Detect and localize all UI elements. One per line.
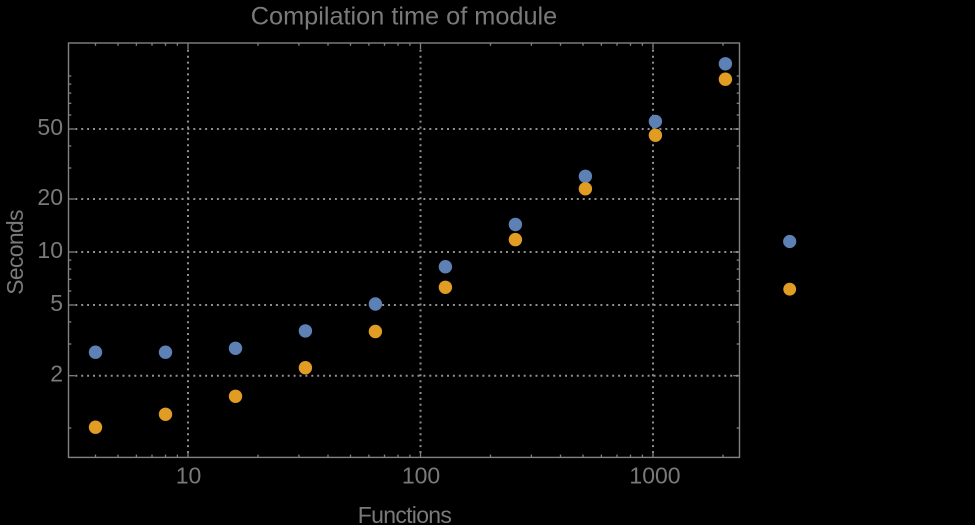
svg-text:100: 100 (402, 463, 440, 489)
svg-text:10: 10 (176, 463, 202, 489)
svg-text:Functions: Functions (358, 502, 452, 525)
svg-text:50: 50 (37, 114, 63, 140)
svg-text:20: 20 (37, 184, 63, 210)
svg-text:10: 10 (37, 237, 63, 263)
svg-text:1000: 1000 (629, 463, 680, 489)
svg-text:Seconds: Seconds (2, 210, 28, 295)
svg-text:2: 2 (50, 361, 63, 387)
svg-text:Compilation time of module: Compilation time of module (251, 3, 558, 31)
svg-text:5: 5 (50, 290, 63, 316)
